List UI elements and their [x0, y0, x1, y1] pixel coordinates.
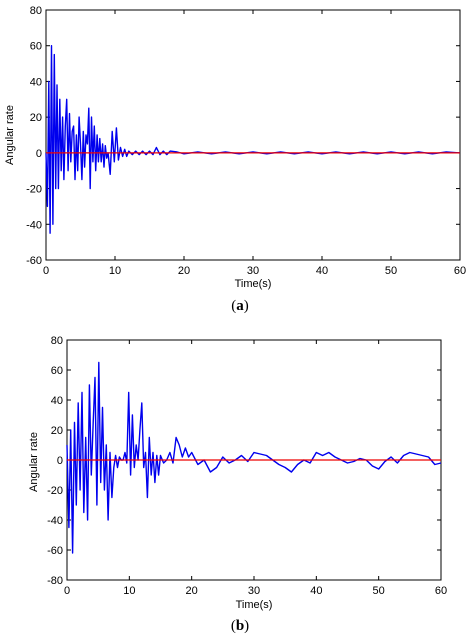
chart-a-caption: (a)	[231, 298, 249, 314]
chart-b-y-tick-label: -40	[47, 515, 63, 527]
chart-a-y-tick-label: 80	[30, 5, 42, 17]
chart-a-y-tick-label: 20	[30, 112, 42, 124]
chart-a-x-tick-label: 50	[385, 265, 397, 277]
chart-b-lines	[66, 361, 442, 554]
chart-a-x-axis-label: Time(s)	[235, 278, 272, 290]
chart-b-x-tick-label: 10	[123, 585, 135, 597]
chart-b-x-tick-label: 50	[373, 585, 385, 597]
chart-b-x-tick-label: 40	[310, 585, 322, 597]
chart-b-y-axis-label: Angular rate	[28, 432, 40, 492]
chart-b-y-tick-label: 20	[51, 425, 63, 437]
chart-b-y-tick-label: 40	[51, 395, 63, 407]
chart-a-y-tick-label: -20	[26, 184, 42, 196]
chart-a-x-tick-label: 40	[316, 265, 328, 277]
chart-b-y-tick-label: -80	[47, 575, 63, 587]
chart-b-y-tick-label: 60	[51, 365, 63, 377]
chart-a-caption-letter: a	[236, 298, 244, 314]
chart-b-y-tick-label: 0	[57, 455, 63, 467]
chart-a-y-tick-label: 40	[30, 76, 42, 88]
chart-a-x-tick-label: 10	[109, 265, 121, 277]
chart-a-x-tick-label: 0	[43, 265, 49, 277]
chart-a-y-tick-label: 60	[30, 41, 42, 53]
chart-a-x-tick-label: 20	[178, 265, 190, 277]
chart-a-y-tick-label: -40	[26, 219, 42, 231]
chart-b-x-tick-label: 0	[64, 585, 70, 597]
chart-a-x-tick-label: 30	[247, 265, 259, 277]
chart-a-x-ticks: 0 10 20 30 40 50 60	[43, 10, 466, 277]
chart-b-caption: (b)	[231, 618, 249, 634]
chart-b-y-tick-label: 80	[51, 335, 63, 347]
chart-b-x-ticks: 0 10 20 30 40 50 60	[64, 340, 447, 597]
chart-b-x-tick-label: 60	[435, 585, 447, 597]
chart-b-y-tick-label: -60	[47, 545, 63, 557]
chart-a-y-tick-label: 0	[36, 148, 42, 160]
chart-a-plot-area	[45, 9, 461, 261]
chart-b-x-axis-label: Time(s)	[236, 599, 273, 611]
chart-b-caption-letter: b	[236, 618, 244, 634]
chart-a: -60 -40 -20 0 20 40 60 80 0 10 20 30 40 50 60 Angular…	[4, 5, 466, 314]
chart-b-x-tick-label: 30	[248, 585, 260, 597]
chart-b-y-tick-label: -20	[47, 485, 63, 497]
chart-a-x-tick-label: 60	[454, 265, 466, 277]
chart-a-y-axis-label: Angular rate	[4, 105, 16, 165]
chart-b: -80 -60 -40 -20 0 20 40 60 80 0 10 20 30 40 50 60 Angu…	[28, 335, 447, 634]
chart-a-lines	[45, 45, 461, 234]
chart-b-signal-line	[66, 361, 442, 554]
chart-b-x-tick-label: 20	[186, 585, 198, 597]
chart-a-y-tick-label: -60	[26, 255, 42, 267]
